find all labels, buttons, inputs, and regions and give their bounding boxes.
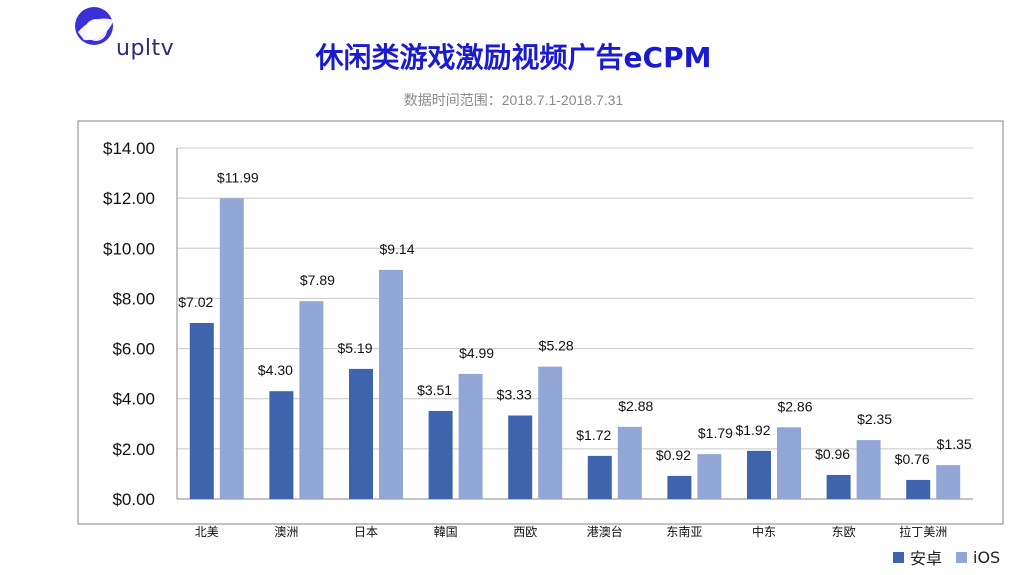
data-label-ios: $1.79 [698, 425, 733, 441]
data-label-ios: $2.86 [777, 398, 812, 414]
data-label-android: $0.76 [895, 451, 930, 467]
x-tick-label: 东欧 [832, 525, 856, 539]
legend-swatch-android [893, 551, 904, 563]
chart-title: 休闲类游戏激励视频广告eCPM [315, 41, 712, 74]
chart-subtitle: 数据时间范围：2018.7.1-2018.7.31 [403, 92, 624, 108]
y-tick-label: $10.00 [103, 239, 155, 258]
y-tick-label: $2.00 [112, 440, 155, 459]
x-tick-label: 西欧 [513, 525, 537, 539]
data-label-ios: $5.28 [539, 338, 574, 354]
data-label-ios: $1.35 [937, 436, 972, 452]
x-tick-label: 港澳台 [587, 524, 623, 539]
data-label-android: $5.19 [337, 340, 372, 356]
bar-android [269, 391, 294, 499]
legend-label-ios: iOS [973, 547, 1001, 567]
data-label-android: $1.72 [576, 427, 611, 443]
y-tick-label: $6.00 [112, 340, 155, 359]
x-tick-label: 中东 [752, 524, 776, 539]
data-label-android: $0.96 [815, 446, 850, 462]
bar-ios [299, 301, 324, 499]
data-label-android: $3.51 [417, 382, 452, 398]
data-label-ios: $2.35 [857, 411, 892, 427]
y-tick-label: $12.00 [103, 189, 155, 208]
bar-android [428, 410, 453, 499]
y-tick-label: $8.00 [112, 289, 155, 308]
y-tick-label: $14.00 [103, 139, 155, 158]
data-label-android: $0.92 [656, 447, 691, 463]
bar-ios [936, 465, 961, 499]
bar-ios [856, 440, 881, 499]
data-label-ios: $11.99 [217, 169, 259, 185]
data-label-ios: $4.99 [459, 345, 494, 361]
bar-android [189, 322, 214, 499]
chart-frame [77, 120, 1004, 525]
data-label-android: $3.33 [497, 387, 532, 403]
y-tick-label: $0.00 [112, 490, 155, 509]
data-label-ios: $7.89 [300, 272, 335, 288]
brand-name: upltv [116, 36, 175, 61]
bar-ios [538, 366, 563, 499]
legend-label-android: 安卓 [910, 549, 943, 568]
legend-swatch-ios [956, 551, 968, 563]
x-tick-label: 日本 [354, 525, 378, 539]
legend: 安卓 iOS [893, 545, 1008, 569]
bar-ios [697, 454, 722, 499]
bar-android [508, 415, 533, 499]
x-tick-label: 拉丁美洲 [899, 524, 947, 539]
bar-ios [617, 426, 642, 499]
data-label-android: $4.30 [258, 362, 293, 378]
legend-item-ios: iOS [956, 548, 1000, 567]
bar-ios [379, 269, 403, 499]
upltv-logo [75, 7, 114, 45]
bar-android [747, 450, 771, 499]
bar-ios [458, 373, 483, 499]
data-label-android: $7.02 [178, 294, 213, 310]
bar-ios [777, 427, 801, 499]
x-tick-label: 澳洲 [274, 525, 298, 539]
data-label-ios: $2.88 [618, 398, 653, 414]
x-tick-label: 韓国 [434, 525, 458, 539]
legend-item-android: 安卓 [893, 545, 942, 569]
bar-android [906, 479, 931, 499]
bar-android [587, 455, 612, 499]
x-tick-label: 东南亚 [666, 524, 702, 539]
bar-ios [219, 198, 244, 500]
data-label-android: $1.92 [735, 422, 770, 438]
bar-android [667, 475, 692, 499]
bar-android [349, 368, 373, 499]
bar-android [826, 474, 851, 499]
y-tick-label: $4.00 [112, 390, 155, 409]
data-label-ios: $9.14 [379, 241, 414, 257]
x-tick-label: 北美 [195, 525, 219, 539]
